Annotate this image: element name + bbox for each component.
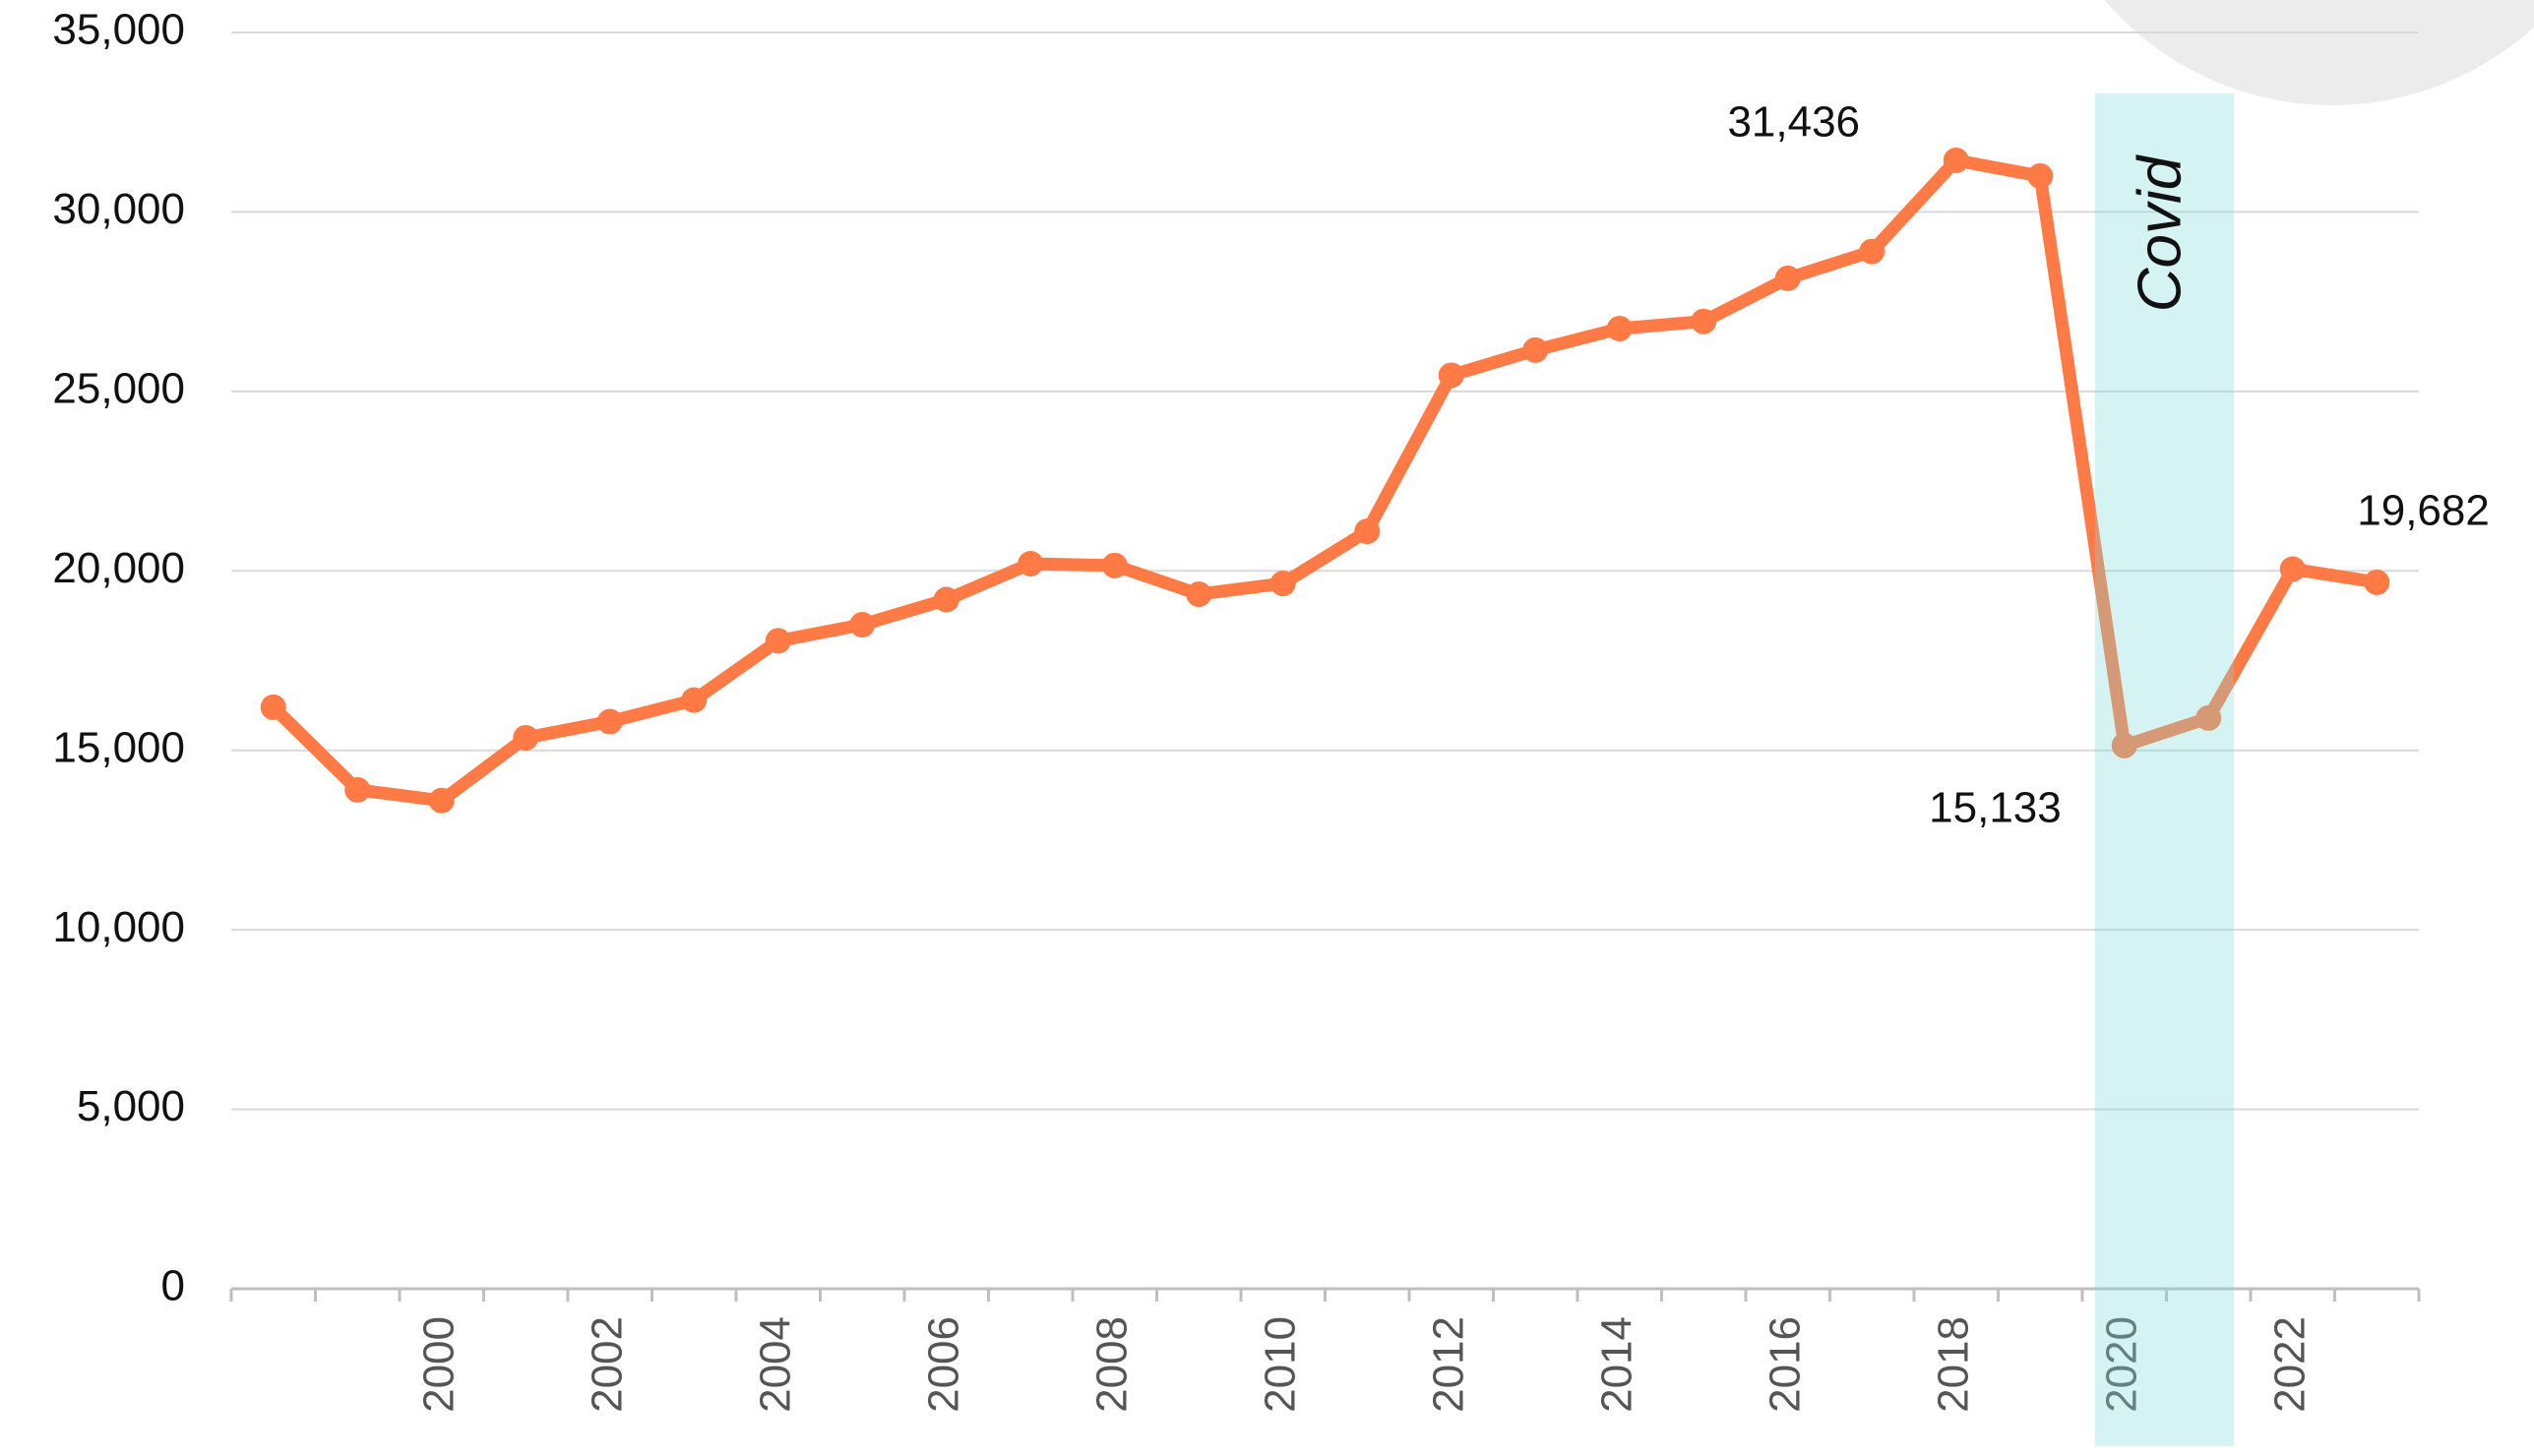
x-tick-label: 2012: [1424, 1316, 1472, 1413]
x-tick-label: 2016: [1761, 1316, 1809, 1413]
x-tick-label: 2020: [2097, 1316, 2145, 1413]
y-tick-label: 20,000: [52, 544, 185, 592]
highlight-label: Covid: [2127, 153, 2194, 312]
data-label: 31,436: [1727, 98, 1860, 147]
data-point: [2111, 732, 2137, 758]
highlight-band: [2094, 93, 2234, 1446]
data-point: [933, 586, 959, 613]
data-point: [1186, 581, 1212, 608]
data-point: [1691, 308, 1717, 334]
series-line: [269, 153, 2379, 808]
data-point: [1859, 238, 1885, 265]
data-point: [513, 724, 539, 751]
data-point: [1018, 550, 1044, 576]
x-tick-label: 2006: [919, 1316, 967, 1413]
y-tick-label: 10,000: [52, 903, 185, 951]
data-point: [2279, 556, 2306, 582]
data-point: [2195, 704, 2222, 731]
x-tick-label: 2018: [1929, 1316, 1977, 1413]
data-point: [1438, 362, 1464, 389]
data-point: [2364, 569, 2390, 595]
data-point: [1943, 148, 1969, 174]
data-point: [681, 687, 708, 713]
x-tick-label: 2008: [1087, 1316, 1136, 1413]
x-tick-label: 2022: [2265, 1316, 2314, 1413]
data-point: [1101, 552, 1128, 578]
y-tick-label: 30,000: [52, 185, 185, 233]
y-tick-label: 35,000: [52, 6, 185, 54]
data-point: [1774, 265, 1801, 291]
data-point: [1354, 518, 1381, 545]
y-tick-label: 0: [161, 1262, 185, 1310]
data-point: [1522, 336, 1549, 363]
data-point: [1606, 316, 1633, 342]
x-tick-label: 2010: [1256, 1316, 1304, 1413]
data-point: [2027, 162, 2054, 189]
y-tick-label: 25,000: [52, 364, 185, 412]
data-label: 15,133: [1929, 783, 2062, 831]
data-point: [596, 708, 623, 735]
x-tick-label: 2014: [1592, 1316, 1640, 1413]
decor-circle: [2104, 0, 2534, 105]
data-point: [428, 787, 455, 814]
x-tick-label: 2000: [414, 1316, 463, 1413]
data-point: [765, 628, 791, 654]
x-tick-label: 2002: [583, 1316, 631, 1413]
x-tick-label: 2004: [751, 1316, 799, 1413]
y-tick-label: 5,000: [77, 1082, 185, 1130]
data-point: [1269, 571, 1296, 597]
data-point: [260, 694, 286, 720]
data-point: [344, 776, 371, 803]
y-tick-label: 15,000: [52, 723, 185, 771]
data-label: 19,682: [2357, 487, 2490, 535]
data-point: [849, 612, 876, 638]
